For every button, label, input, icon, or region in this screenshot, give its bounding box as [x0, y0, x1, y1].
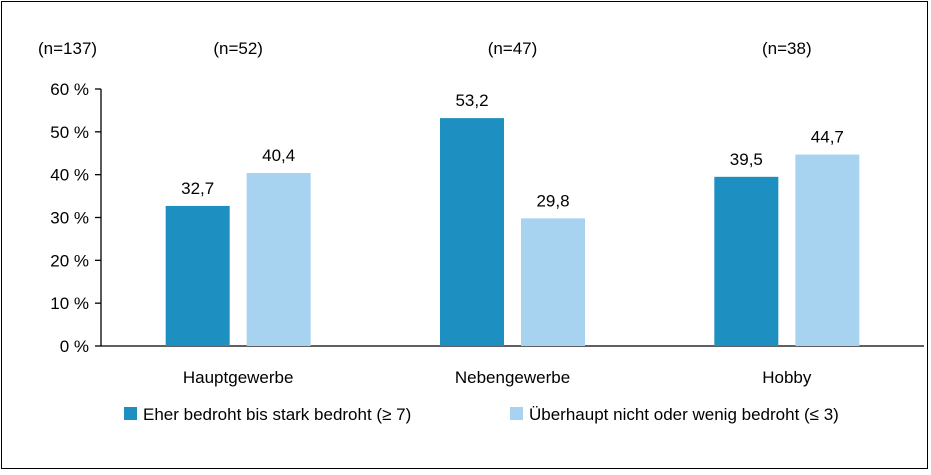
x-tick-label: Hauptgewerbe: [183, 368, 294, 387]
legend: Eher bedroht bis stark bedroht (≥ 7) Über…: [124, 405, 839, 424]
y-tick-label: 10 %: [50, 294, 89, 313]
data-label: 40,4: [262, 146, 295, 165]
y-tick-label: 20 %: [50, 251, 89, 270]
legend-swatch: [124, 407, 137, 420]
bar: [246, 172, 311, 346]
bar: [795, 154, 860, 346]
data-label: 53,2: [455, 91, 488, 110]
legend-swatch: [510, 407, 523, 420]
bar: [440, 118, 504, 346]
x-tick-label: Hobby: [762, 368, 812, 387]
y-tick-label: 0 %: [60, 337, 89, 356]
total-n-label: (n=137): [38, 39, 97, 58]
y-tick-label: 40 %: [50, 166, 89, 185]
bar: [165, 205, 230, 346]
y-tick-label: 30 %: [50, 209, 89, 228]
data-label: 39,5: [730, 150, 763, 169]
legend-label: Eher bedroht bis stark bedroht (≥ 7): [143, 405, 411, 424]
y-tick-label: 60 %: [50, 80, 89, 99]
category-n-label: (n=47): [488, 39, 538, 58]
data-label: 44,7: [811, 128, 844, 147]
value-labels: 32,7 40,4 53,2 29,8 39,5 44,7: [181, 91, 844, 210]
y-tick-label: 50 %: [50, 123, 89, 142]
data-label: 29,8: [536, 191, 569, 210]
bar: [714, 176, 779, 346]
legend-label: Überhaupt nicht oder wenig bedroht (≤ 3): [529, 405, 839, 424]
x-tick-label: Nebengewerbe: [455, 368, 570, 387]
bar: [521, 218, 585, 346]
category-n-label: (n=52): [213, 39, 263, 58]
category-n-label: (n=38): [762, 39, 812, 58]
y-axis: 0 % 10 % 20 % 30 % 40 % 50 % 60 %: [50, 80, 102, 356]
bars: [165, 118, 860, 346]
x-axis: Hauptgewerbe (n=52) Nebengewerbe (n=47) Hobb…: [101, 39, 924, 387]
data-label: 32,7: [181, 179, 214, 198]
